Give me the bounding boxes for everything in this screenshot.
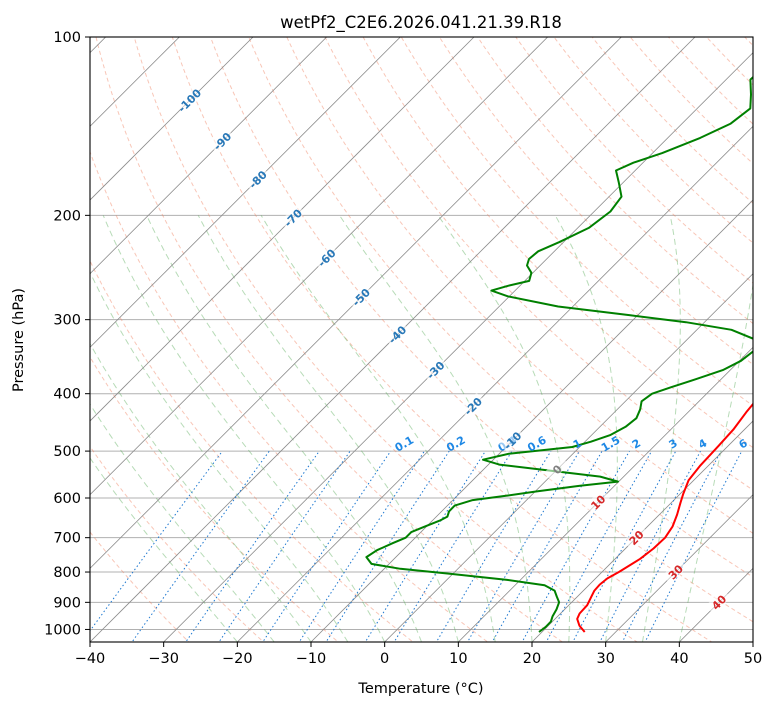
x-axis-ticks: −40 −30 −20 −10 0 10 20 30 40 50 <box>75 642 762 667</box>
mixing-ratio-line <box>218 450 351 642</box>
sounding-profiles <box>365 75 753 633</box>
isotherm-label-bg <box>208 127 235 154</box>
moist-adiabat <box>339 215 533 642</box>
isotherm <box>90 37 622 569</box>
isotherm-label-bg <box>422 356 448 383</box>
x-tick-label: −10 <box>296 651 327 667</box>
y-tick-label: 200 <box>53 208 81 224</box>
isotherm-label-bg <box>244 166 270 192</box>
isotherm-label-bg <box>459 392 486 419</box>
x-tick-label: 0 <box>380 651 389 667</box>
y-tick-label: 600 <box>53 491 81 507</box>
y-tick-label: 1000 <box>44 622 81 638</box>
x-tick-label: 10 <box>449 651 467 667</box>
dry-adiabat <box>248 37 753 578</box>
mixing-ratio-line <box>131 450 270 642</box>
y-tick-label: 100 <box>53 30 81 46</box>
moist-adiabat <box>102 215 386 642</box>
dry-adiabat <box>324 37 753 491</box>
isotherm <box>90 37 401 348</box>
isotherm <box>90 37 328 275</box>
isotherm <box>90 37 254 201</box>
y-tick-label: 700 <box>53 531 81 547</box>
dry-adiabat <box>553 37 753 244</box>
temperature-profile <box>576 402 753 633</box>
dry-adiabat <box>438 37 753 366</box>
isotherm <box>384 273 753 642</box>
x-tick-label: 40 <box>670 651 688 667</box>
dry-adiabat <box>210 37 753 623</box>
mixing-ratio-line <box>545 450 653 642</box>
isotherm <box>90 37 475 422</box>
dry-adiabat <box>90 531 190 642</box>
y-tick-label: 500 <box>53 444 81 460</box>
x-axis-label: Temperature (°C) <box>357 681 483 697</box>
isotherm <box>90 37 549 496</box>
x-tick-label: −40 <box>75 651 106 667</box>
isotherm-label-bg <box>705 588 732 615</box>
isotherm <box>531 420 753 642</box>
dry-adiabat <box>629 37 753 165</box>
mixing-ratio-line <box>491 450 603 642</box>
dry-adiabat <box>362 37 753 449</box>
dry-adiabat <box>515 37 753 284</box>
isotherm <box>236 125 753 642</box>
moist-adiabat <box>437 215 571 642</box>
x-tick-label: 30 <box>596 651 614 667</box>
isotherm-label-bg <box>543 456 570 482</box>
mixing-ratio-line <box>435 450 552 642</box>
moist-adiabat <box>90 271 349 642</box>
moist-adiabat <box>678 282 753 642</box>
isotherm-label-bg <box>279 204 306 230</box>
isotherm-label-bg <box>498 427 525 453</box>
moist-adiabat <box>260 215 496 642</box>
mixing-ratio-line <box>298 450 425 642</box>
mixing-ratio-line <box>185 450 320 642</box>
isotherm <box>310 199 753 642</box>
moist-adiabat <box>90 457 238 642</box>
y-axis-ticks: 1000 900 800 700 600 500 400 300 200 100 <box>44 30 90 638</box>
dry-adiabat <box>95 37 564 642</box>
chart-title: wetPf2_C2E6.2026.041.21.39.R18 <box>280 13 562 33</box>
isotherm-label-bg <box>584 488 611 515</box>
isotherm <box>163 52 753 642</box>
isotherm-label-bg <box>662 558 688 585</box>
y-tick-label: 400 <box>53 387 81 403</box>
y-tick-label: 800 <box>53 565 81 581</box>
y-tick-label: 300 <box>53 313 81 329</box>
x-tick-label: −20 <box>222 651 253 667</box>
plot-frame <box>89 36 754 643</box>
dewpoint-profile <box>365 75 753 633</box>
x-tick-label: 20 <box>523 651 541 667</box>
moist-adiabat <box>146 215 422 642</box>
dry-adiabat <box>133 37 638 642</box>
isotherm-label-bg <box>313 244 339 270</box>
moist-adiabat <box>90 342 312 642</box>
dry-adiabat <box>400 37 753 407</box>
moist-adiabat <box>197 215 459 642</box>
isotherm-label-bg <box>622 524 649 550</box>
isotherm-label-bg <box>383 321 410 347</box>
moist-adiabat <box>642 215 681 642</box>
moist-adiabat <box>90 403 275 642</box>
x-tick-label: 50 <box>744 651 762 667</box>
isotherm-label-bg <box>347 283 374 310</box>
mixing-ratio-line <box>262 450 392 642</box>
isotherm <box>457 346 753 642</box>
y-tick-label: 900 <box>53 595 81 611</box>
moist-adiabat <box>554 215 618 642</box>
mixing-ratio-line <box>325 450 450 642</box>
mixing-ratio-line <box>644 450 743 642</box>
x-tick-label: −30 <box>148 651 179 667</box>
isotherm <box>605 494 753 642</box>
dry-adiabat <box>591 37 753 204</box>
isotherm-label-bg <box>176 87 202 113</box>
y-axis-label: Pressure (hPa) <box>11 288 27 392</box>
mixing-ratio-line <box>466 450 580 642</box>
dry-adiabat <box>477 37 753 325</box>
